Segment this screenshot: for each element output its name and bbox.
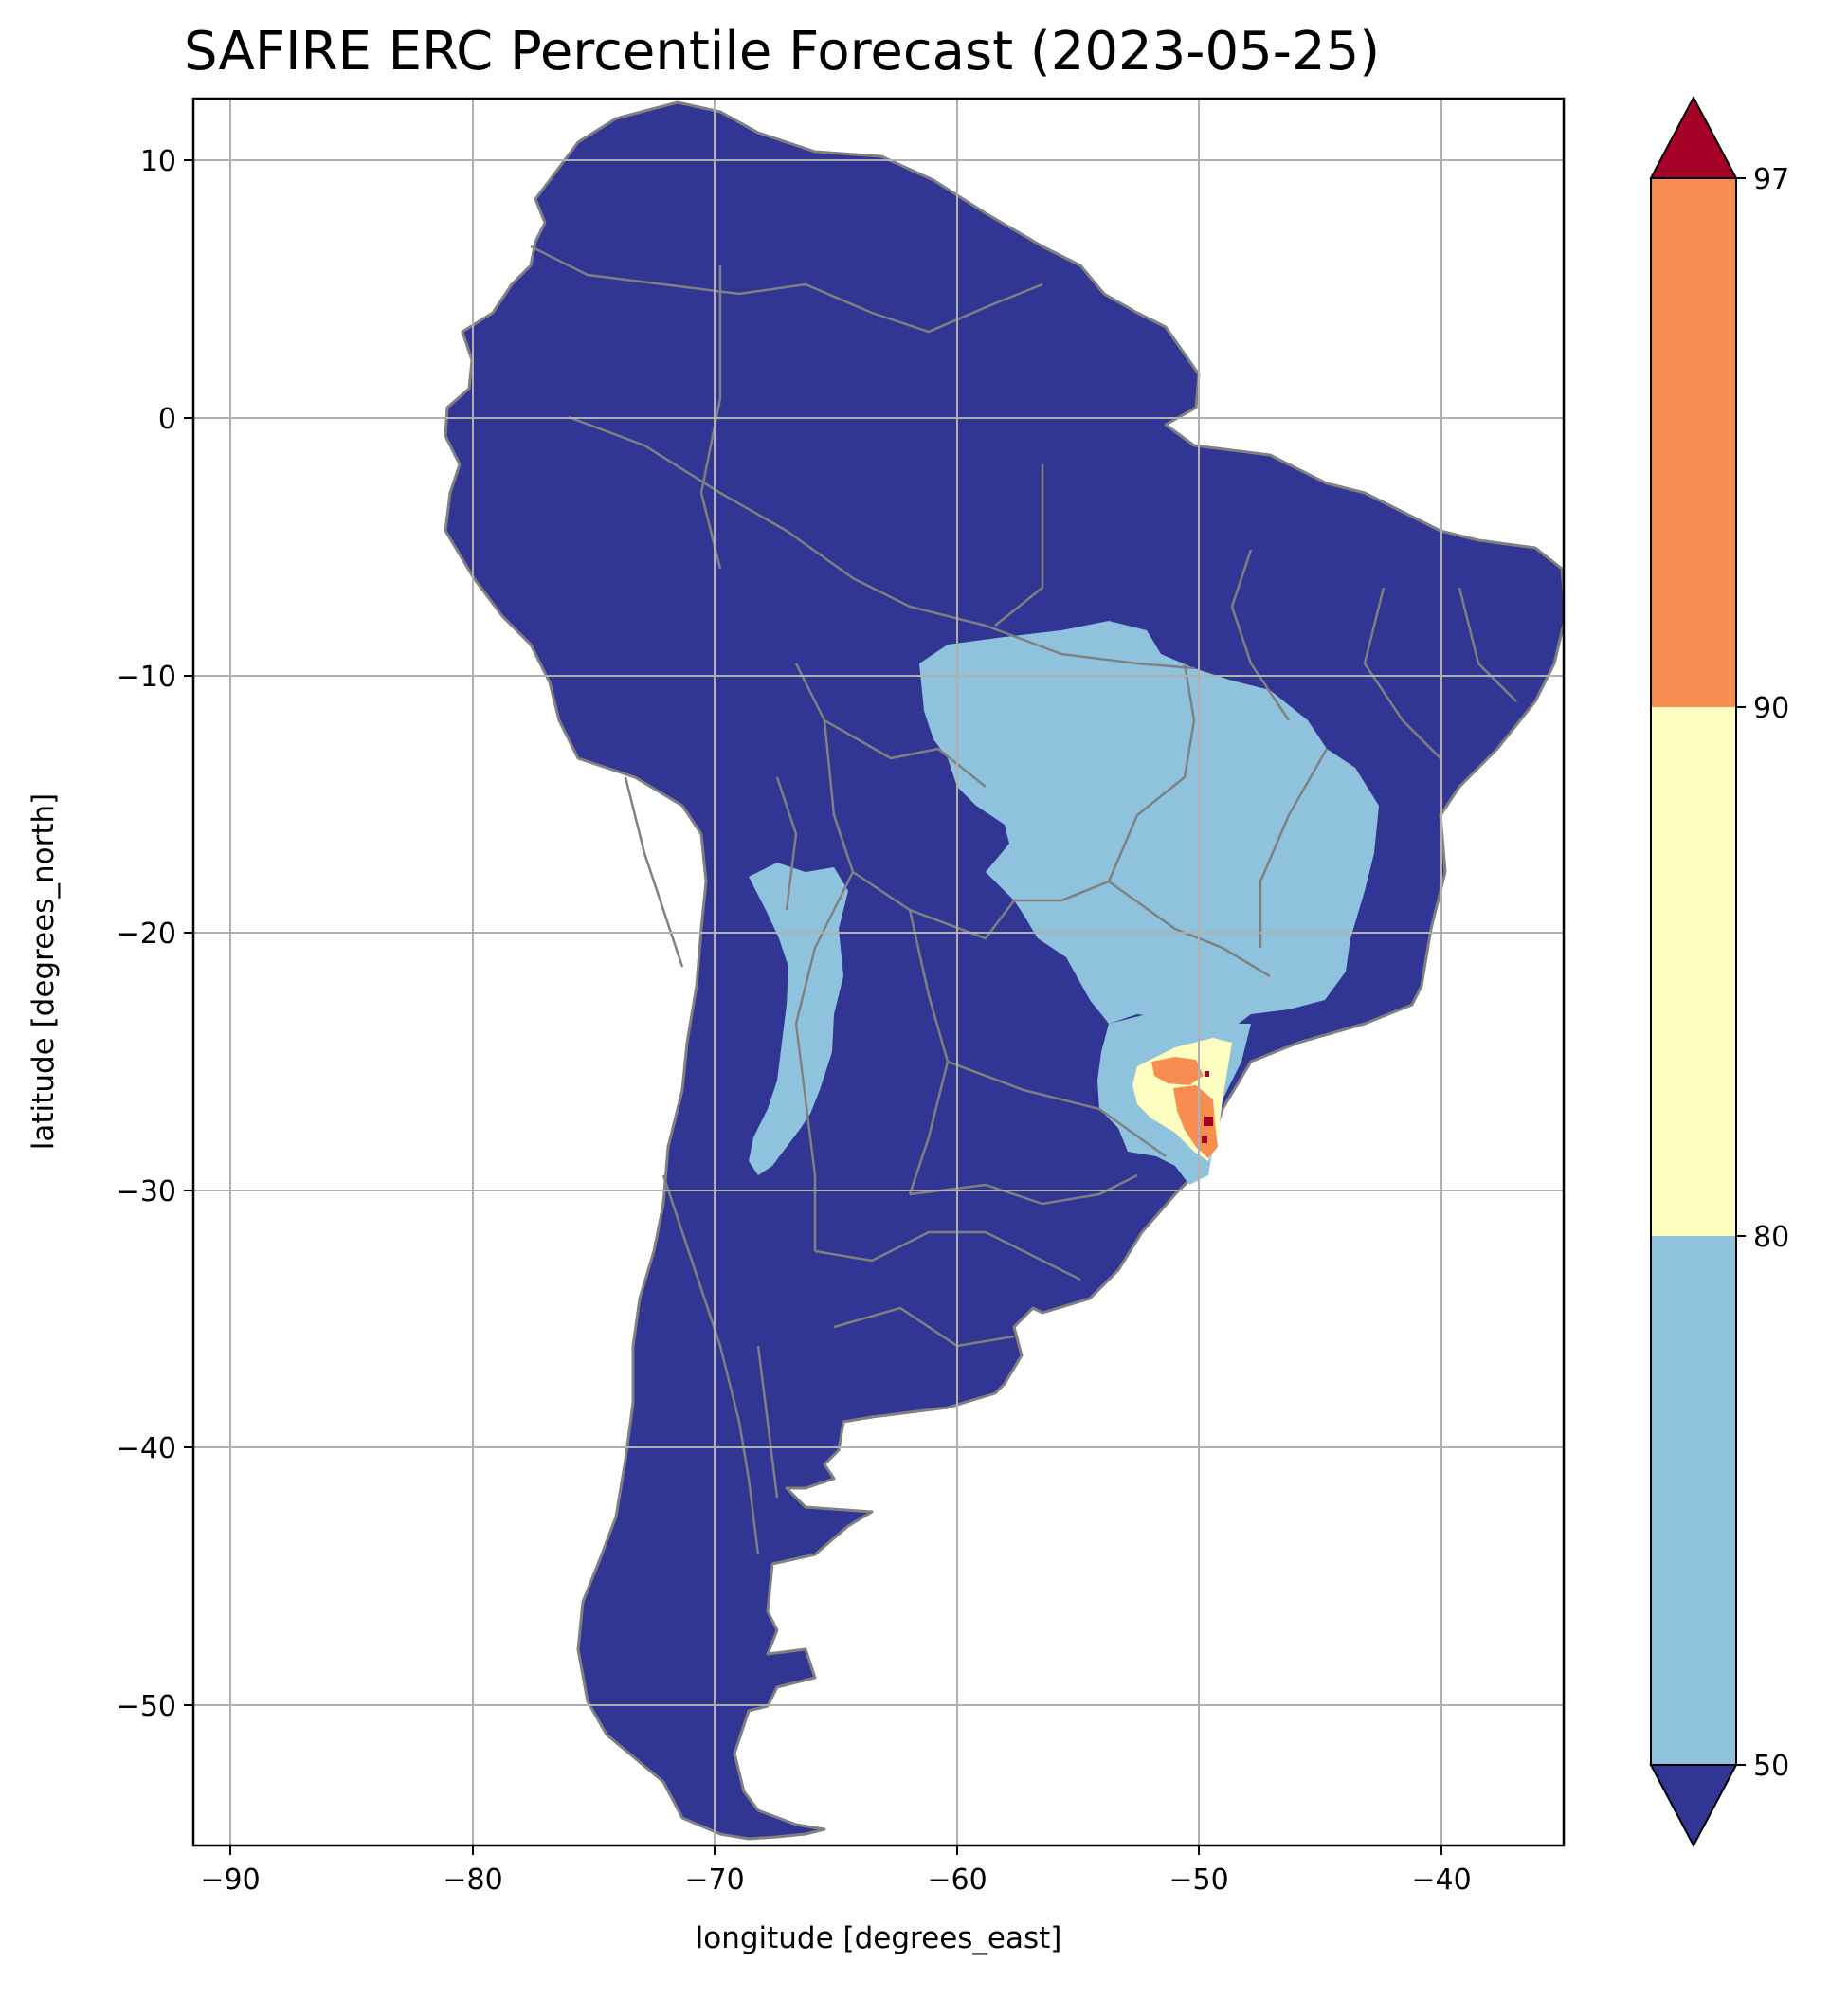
region-above-97-a — [1204, 1117, 1213, 1126]
region-90-97-a — [1151, 1057, 1204, 1085]
map-layer — [193, 99, 1564, 1845]
x-tick-label: −60 — [927, 1863, 987, 1897]
x-tick-label: −50 — [1169, 1863, 1228, 1897]
y-axis-label: latitude [degrees_north] — [27, 793, 61, 1150]
y-tick-label: −20 — [117, 918, 176, 951]
colorbar-tick-label: 50 — [1753, 1750, 1789, 1783]
y-tick-label: 10 — [140, 145, 176, 178]
colorbar-bin-50-80 — [1651, 1236, 1736, 1765]
region-50-80-central-brazil — [919, 621, 1379, 1057]
colorbar-tick-label: 80 — [1753, 1221, 1789, 1254]
colorbar-tick-marks — [1736, 177, 1746, 1766]
admin-borders — [530, 245, 1517, 1555]
colorbar-extend-low — [1649, 1764, 1738, 1848]
x-tick-label: −40 — [1411, 1863, 1471, 1897]
y-tick-label: 0 — [158, 403, 176, 436]
colorbar-extend-high — [1649, 95, 1738, 179]
colorbar-tick-label: 97 — [1753, 163, 1789, 196]
y-tick-label: −30 — [117, 1175, 176, 1208]
x-axis-label: longitude [degrees_east] — [696, 1921, 1062, 1955]
colorbar-bin-90-97 — [1651, 178, 1736, 707]
chart-title: SAFIRE ERC Percentile Forecast (2023-05-… — [183, 21, 1381, 82]
x-tick-label: −80 — [443, 1863, 502, 1897]
x-tick-label: −90 — [200, 1863, 260, 1897]
region-above-97-b — [1202, 1136, 1207, 1143]
region-above-97-c — [1205, 1071, 1209, 1077]
x-tick-label: −70 — [684, 1863, 744, 1897]
y-tick-label: −50 — [117, 1690, 176, 1723]
y-tick-label: −40 — [117, 1432, 176, 1465]
y-tick-label: −10 — [117, 661, 176, 694]
graticule — [193, 99, 1564, 1845]
y-tick-marks — [184, 159, 193, 1706]
colorbar-frame — [1650, 177, 1737, 1766]
colorbar-bin-80-90 — [1651, 707, 1736, 1236]
axes-frame — [191, 97, 1566, 1847]
south-america-land — [444, 100, 1564, 1841]
colorbar-tick-label: 90 — [1753, 692, 1789, 725]
colorbar: 97 90 80 50 — [1649, 95, 1789, 1848]
x-tick-marks — [229, 1845, 1442, 1855]
